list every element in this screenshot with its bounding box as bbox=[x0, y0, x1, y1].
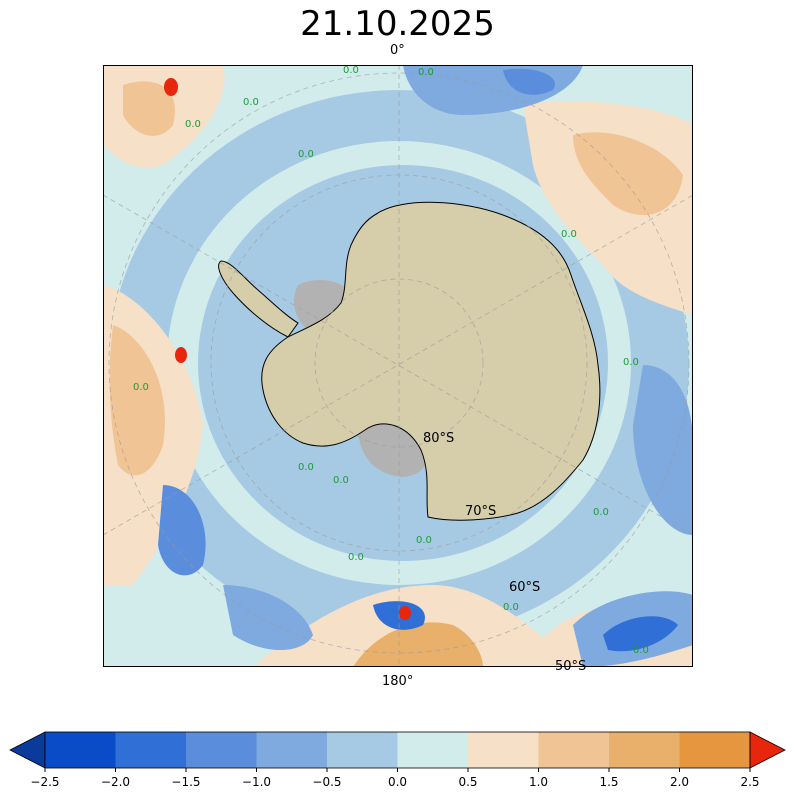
antarctic-peninsula bbox=[218, 260, 299, 338]
colorbar-tick-label: −0.5 bbox=[312, 775, 341, 789]
colorbar-tick-label: −2.5 bbox=[30, 775, 59, 789]
cold-patch-southeast-core bbox=[603, 616, 678, 652]
warm-patch-northeast-core bbox=[573, 132, 683, 215]
colorbar: −2.5 −2.0 −1.5 −1.0 −0.5 0.0 0.5 1.0 1.5 2.0 2.5 bbox=[9, 731, 786, 789]
meridian-label-0: 0° bbox=[390, 43, 405, 58]
meridian-label-180: 180° bbox=[382, 674, 414, 689]
colorbar-extend-low bbox=[9, 731, 46, 769]
colorbar-bin bbox=[679, 732, 751, 768]
contour-label: 0.0 bbox=[333, 475, 349, 486]
graticule bbox=[103, 65, 693, 667]
contour-labels: 0.0 0.0 0.0 0.0 0.0 0.0 0.0 0.0 0.0 0.0 … bbox=[133, 65, 649, 656]
hotspot-northwest bbox=[164, 78, 178, 96]
colorbar-bin bbox=[609, 732, 680, 768]
warm-patch-northwest-core bbox=[123, 81, 175, 136]
hotspot-west bbox=[175, 347, 187, 363]
contour-label: 0.0 bbox=[633, 645, 649, 656]
colorbar-tick-label: 1.0 bbox=[529, 775, 548, 789]
colorbar-tick-label: 2.0 bbox=[670, 775, 689, 789]
warm-patch-south-core bbox=[353, 622, 483, 667]
contour-label: 0.0 bbox=[298, 462, 314, 473]
colorbar-bin bbox=[115, 732, 187, 768]
contour-label: 0.0 bbox=[348, 552, 364, 563]
contour-label: 0.0 bbox=[418, 67, 434, 78]
colorbar-tick-label: 0.0 bbox=[388, 775, 407, 789]
colorbar-tick-label: 1.5 bbox=[599, 775, 618, 789]
cold-patch-west bbox=[158, 485, 206, 576]
colorbar-tick-label: −2.0 bbox=[101, 775, 130, 789]
latitude-label-80s: 80°S bbox=[423, 431, 455, 446]
cold-patch-east bbox=[633, 365, 693, 535]
contour-label: 0.0 bbox=[298, 149, 314, 160]
colorbar-bin bbox=[397, 732, 469, 768]
colorbar-bin bbox=[256, 732, 328, 768]
colorbar-tick-label: 2.5 bbox=[740, 775, 759, 789]
cold-patch-south-west bbox=[223, 585, 313, 650]
contour-label: 0.0 bbox=[593, 507, 609, 518]
contour-label: 0.0 bbox=[503, 602, 519, 613]
colorbar-bin bbox=[186, 732, 257, 768]
latitude-label-60s: 60°S bbox=[509, 580, 541, 595]
contour-label: 0.0 bbox=[185, 119, 201, 130]
colorbar-bin bbox=[468, 732, 539, 768]
contour-label: 0.0 bbox=[623, 357, 639, 368]
colorbar-bin bbox=[45, 732, 116, 768]
contour-label: 0.0 bbox=[243, 97, 259, 108]
latitude-label-70s: 70°S bbox=[465, 504, 497, 519]
map-title: 21.10.2025 bbox=[300, 4, 495, 44]
contour-label: 0.0 bbox=[561, 229, 577, 240]
latitude-label-50s: 50°S bbox=[555, 659, 587, 674]
contour-label: 0.0 bbox=[343, 65, 359, 76]
warm-patch-west-core bbox=[109, 325, 165, 476]
colorbar-tick-label: −1.5 bbox=[171, 775, 200, 789]
colorbar-extend-high bbox=[749, 731, 786, 769]
colorbar-tick-label: −1.0 bbox=[242, 775, 271, 789]
antarctica-landmass bbox=[261, 201, 601, 521]
contour-label: 0.0 bbox=[133, 382, 149, 393]
cold-patch-north-core bbox=[503, 68, 555, 95]
colorbar-tick-label: 0.5 bbox=[458, 775, 477, 789]
map-panel: 0.0 0.0 0.0 0.0 0.0 0.0 0.0 0.0 0.0 0.0 … bbox=[103, 65, 693, 667]
contour-label: 0.0 bbox=[416, 535, 432, 546]
colorbar-bin bbox=[327, 732, 398, 768]
hotspot-south bbox=[399, 606, 411, 620]
map-frame bbox=[103, 65, 693, 667]
colorbar-bin bbox=[538, 732, 610, 768]
